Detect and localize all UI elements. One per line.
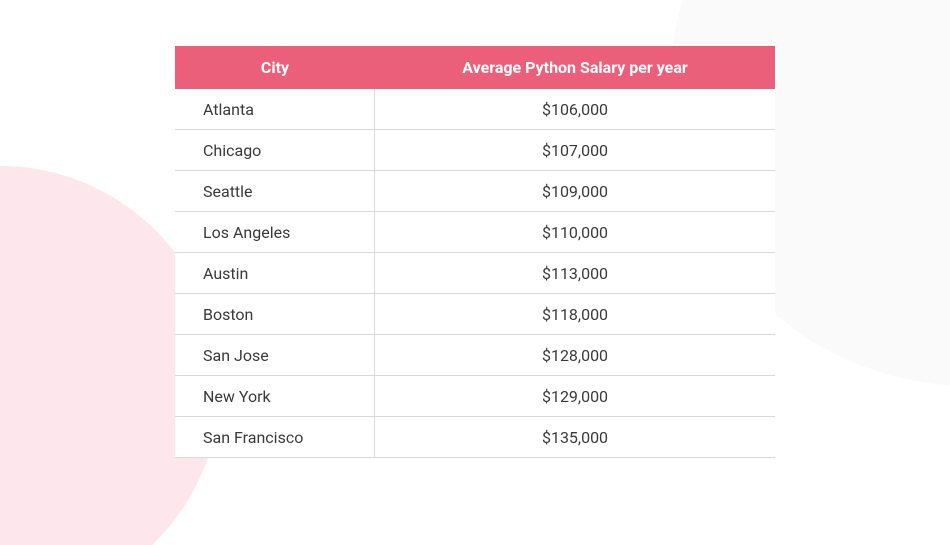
table-cell-city: San Jose [175, 335, 375, 375]
table-row: San Jose$128,000 [175, 335, 775, 376]
table-row: San Francisco$135,000 [175, 417, 775, 458]
table-cell-city: Seattle [175, 171, 375, 211]
table-cell-city: Chicago [175, 130, 375, 170]
table-row: Seattle$109,000 [175, 171, 775, 212]
table-cell-salary: $129,000 [375, 376, 775, 416]
table-header-salary: Average Python Salary per year [375, 46, 775, 89]
table-header-city: City [175, 46, 375, 89]
salary-table: City Average Python Salary per year Atla… [175, 46, 775, 458]
table-cell-salary: $106,000 [375, 89, 775, 129]
table-row: Los Angeles$110,000 [175, 212, 775, 253]
table-cell-city: Los Angeles [175, 212, 375, 252]
table-cell-salary: $113,000 [375, 253, 775, 293]
table-row: New York$129,000 [175, 376, 775, 417]
table-cell-city: Austin [175, 253, 375, 293]
table-cell-salary: $107,000 [375, 130, 775, 170]
table-cell-city: New York [175, 376, 375, 416]
table-cell-city: San Francisco [175, 417, 375, 457]
table-cell-salary: $109,000 [375, 171, 775, 211]
table-cell-city: Atlanta [175, 89, 375, 129]
table-cell-salary: $128,000 [375, 335, 775, 375]
table-cell-salary: $135,000 [375, 417, 775, 457]
table-header-row: City Average Python Salary per year [175, 46, 775, 89]
table-row: Austin$113,000 [175, 253, 775, 294]
table-row: Atlanta$106,000 [175, 89, 775, 130]
table-cell-salary: $118,000 [375, 294, 775, 334]
table-row: Chicago$107,000 [175, 130, 775, 171]
table-cell-salary: $110,000 [375, 212, 775, 252]
table-cell-city: Boston [175, 294, 375, 334]
table-row: Boston$118,000 [175, 294, 775, 335]
